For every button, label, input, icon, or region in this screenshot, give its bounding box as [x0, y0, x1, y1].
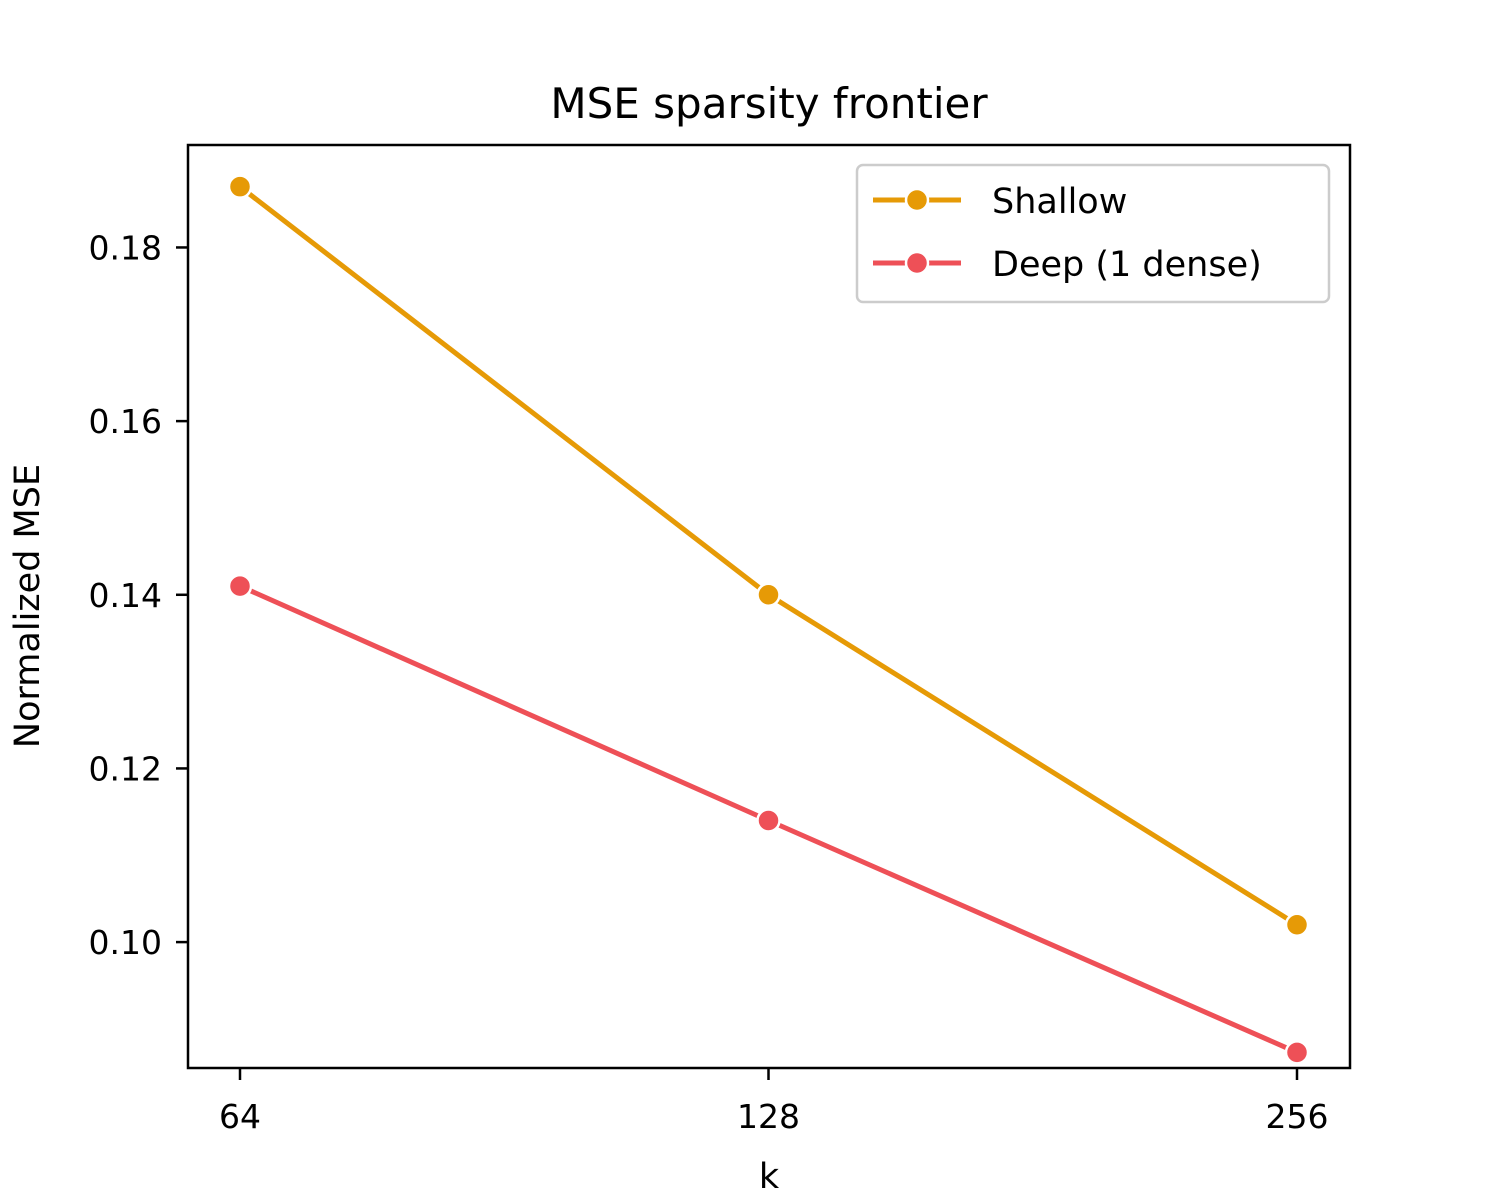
legend-marker	[904, 250, 930, 276]
x-axis-label: k	[759, 1157, 780, 1197]
legend-label: Shallow	[992, 182, 1127, 222]
series-1	[227, 174, 1310, 937]
legend-entry: Deep (1 dense)	[873, 245, 1262, 285]
x-tick-label: 64	[219, 1097, 261, 1136]
legend: Shallow Deep (1 dense)	[855, 163, 1331, 304]
data-point	[756, 808, 781, 833]
y-axis-label: Normalized MSE	[8, 464, 48, 748]
legend-box	[855, 163, 1331, 304]
data-point	[1284, 1040, 1310, 1065]
data-point	[227, 573, 253, 599]
series-2	[227, 573, 1310, 1065]
legend-entries: Shallow Deep (1 dense)	[873, 182, 1262, 285]
data-point	[756, 582, 781, 608]
y-tick-label: 0.10	[89, 923, 162, 962]
chart-title: MSE sparsity frontier	[550, 79, 988, 128]
ticks-layer: 64 128 256 0.10 0.12 0.14 0.16 0.18	[89, 228, 1329, 1136]
legend-label: Deep (1 dense)	[992, 245, 1262, 285]
data-point	[1284, 912, 1310, 937]
y-tick-label: 0.18	[89, 228, 162, 267]
plot-frame	[186, 143, 1352, 1070]
x-tick-label: 256	[1266, 1097, 1329, 1136]
y-tick-label: 0.14	[89, 576, 162, 615]
x-tick-label: 128	[737, 1097, 800, 1136]
y-tick-label: 0.12	[89, 749, 162, 788]
legend-marker	[904, 187, 930, 213]
legend-entry: Shallow	[873, 182, 1127, 222]
series-layer	[227, 174, 1310, 1065]
data-point	[227, 174, 253, 199]
y-tick-label: 0.16	[89, 402, 162, 441]
